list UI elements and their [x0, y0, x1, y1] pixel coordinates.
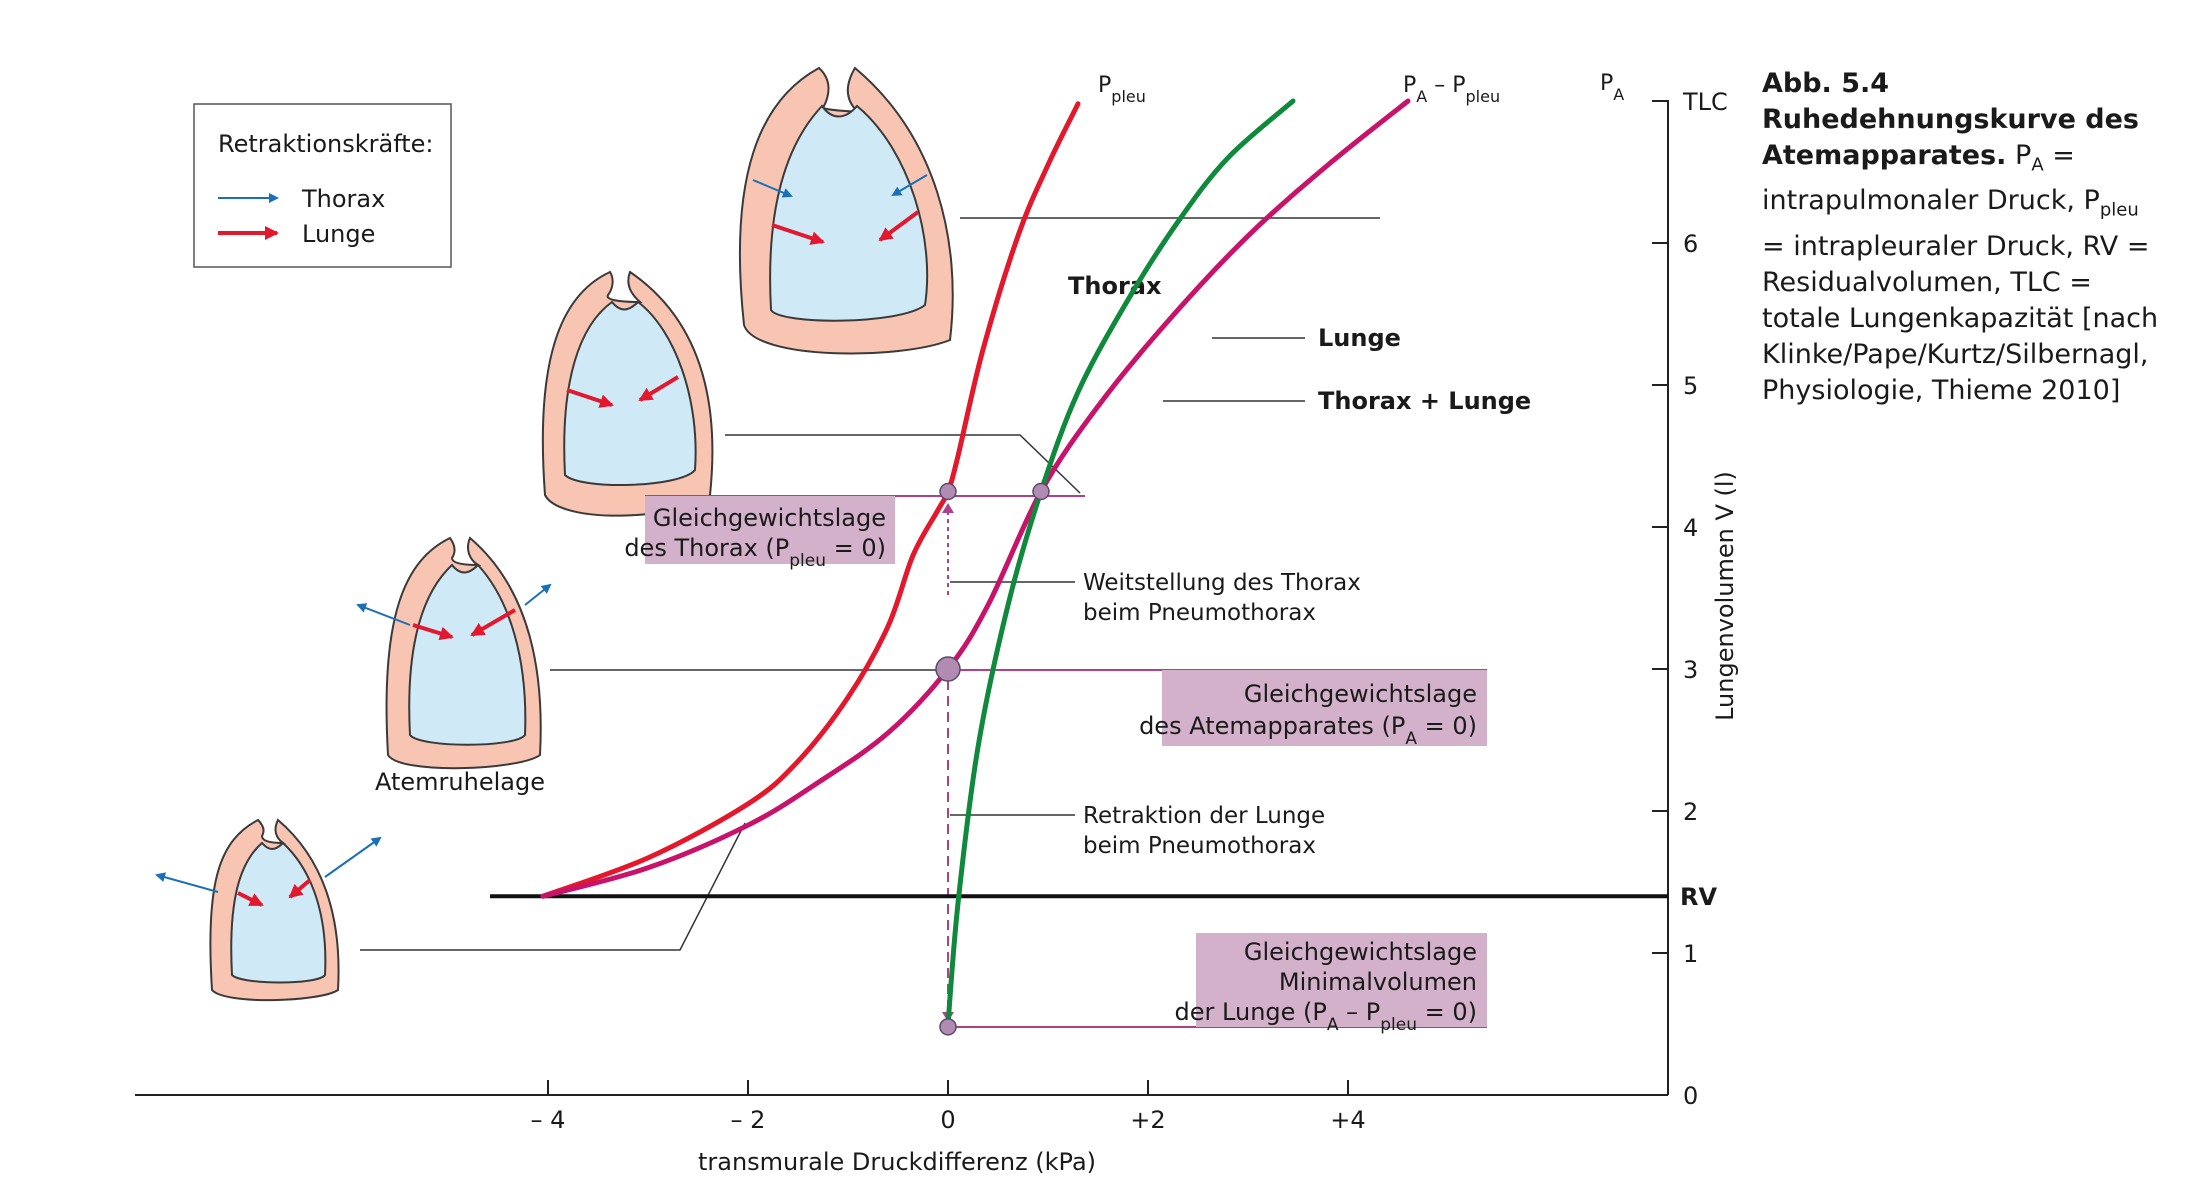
y-tick-label: 4 [1683, 514, 1698, 542]
y-tick-label: 0 [1683, 1082, 1698, 1110]
annotation-line-1: Retraktion der Lunge [1083, 803, 1325, 829]
annotation-thorax-widening: Weitstellung des Thorax beim Pneumothora… [950, 570, 1361, 626]
curve-name-labels: Thorax Lunge Thorax + Lunge [1068, 272, 1531, 415]
x-tick-label: – 4 [531, 1106, 566, 1134]
equilibrium-point [1032, 482, 1050, 501]
series-label-pa-minus-ppleu: PA – Ppleu [1403, 73, 1500, 106]
legend-thorax-label: Thorax [301, 185, 385, 213]
series-pa-minus-ppleu-curve [945, 98, 1296, 1027]
state-label-rest: Atemruhelage [375, 768, 545, 796]
lung-force-arrow-icon [412, 623, 454, 641]
figure-caption: Abb. 5.4 Ruhedehnungskurve des Atemappar… [1762, 66, 2162, 409]
annotation-lung-retraction: Retraktion der Lunge beim Pneumothorax [950, 803, 1325, 859]
lung-shape [408, 563, 527, 746]
x-axis-label: transmurale Druckdifferenz (kPa) [698, 1148, 1096, 1176]
y-tick-label: 3 [1683, 656, 1698, 684]
leader-line-rv [360, 822, 746, 951]
caption-number: Abb. 5.4 [1762, 68, 1890, 99]
equilibrium-point [939, 1018, 957, 1036]
y-axis-label: Lungenvolumen V (l) [1711, 471, 1739, 721]
box-line-1: Gleichgewichtslage [1244, 938, 1477, 966]
lung-illustration-tlc [738, 66, 954, 355]
x-axis: – 4 – 2 0 +2 +4 transmurale Druckdifferenz (… [135, 1080, 1668, 1176]
y-tick-label: 5 [1683, 372, 1698, 400]
annotation-line-2: beim Pneumothorax [1083, 600, 1316, 626]
series-ppleu-curve [540, 101, 1081, 899]
y-tick-label: 2 [1683, 798, 1698, 826]
points-layer [935, 482, 1050, 1036]
caption-text-1-sub: A [2031, 154, 2044, 176]
y-tick-label: 6 [1683, 230, 1698, 258]
x-tick-label: 0 [940, 1106, 955, 1134]
series-labels: Ppleu PA – Ppleu PA [1098, 71, 1624, 106]
x-tick-label: +2 [1130, 1106, 1165, 1134]
box-line-2: Minimalvolumen [1279, 968, 1477, 996]
thorax-force-arrow-icon [891, 174, 928, 197]
x-tick-label: +4 [1330, 1106, 1365, 1134]
lung-illustration-equilibrium-thorax [541, 270, 714, 517]
legend-lung-label: Lunge [302, 220, 375, 248]
lung-force-arrow-icon [288, 878, 312, 899]
x-ticks: – 4 – 2 0 +2 +4 [531, 1080, 1366, 1134]
y-ticks: 0 1 2 3 4 5 6 TLC [1652, 88, 1728, 1110]
rv-layer: RV [490, 883, 1717, 911]
thorax-force-arrow-icon [524, 583, 552, 606]
lung-force-arrow-icon [237, 891, 264, 907]
annotation-line-2: beim Pneumothorax [1083, 833, 1316, 859]
lung-shape [563, 300, 697, 487]
y-tick-label: TLC [1682, 88, 1728, 116]
leader-line-thorax-eq [725, 434, 1081, 494]
box-background [1196, 933, 1487, 1027]
lung-force-arrow-icon [878, 210, 920, 242]
box-line-1: Gleichgewichtslage [653, 504, 886, 532]
thorax-equilibrium-box: Gleichgewichtslage des Thorax (Ppleu = 0… [624, 496, 895, 571]
minimal-volume-box: Gleichgewichtslage Minimalvolumen der Lu… [1175, 933, 1487, 1035]
caption-title: Ruhedehnungskurve des Atemapparates. [1762, 104, 2139, 171]
equilibrium-markers: Gleichgewichtslage des Thorax (Ppleu = 0… [624, 495, 1487, 1035]
caption-text-2-sub: pleu [2099, 199, 2139, 221]
rest-equilibrium-box: Gleichgewichtslage des Atemapparates (PA… [1139, 670, 1487, 749]
caption-text-3: = intrapleuraler Druck, RV = Residualvol… [1762, 230, 2159, 406]
lung-force-arrow-icon [771, 223, 825, 245]
box-line-2: des Thorax (Ppleu = 0) [624, 534, 886, 571]
box-line-3: der Lunge (PA – Ppleu = 0) [1175, 998, 1477, 1035]
box-background [1162, 670, 1487, 746]
legend: Retraktionskräfte: Thorax Lunge [193, 103, 452, 268]
y-axis: 0 1 2 3 4 5 6 TLC Lungenvolumen V (l) [1652, 88, 1739, 1110]
equilibrium-point [935, 656, 961, 682]
lung-illustration-rv [155, 818, 382, 1002]
lung-force-arrow-icon [470, 608, 517, 637]
y-tick-label: 1 [1683, 940, 1698, 968]
curve-name-lunge: Lunge [1318, 324, 1401, 352]
caption-text-1: P [2015, 140, 2032, 171]
x-tick-label: – 2 [731, 1106, 766, 1134]
annotation-line-1: Weitstellung des Thorax [1083, 570, 1361, 596]
box-background [645, 496, 895, 564]
legend-title: Retraktionskräfte: [218, 130, 433, 158]
series-pa-curve [540, 98, 1411, 899]
curve-name-thorax: Thorax [1068, 272, 1162, 300]
caption-text-2: = intrapulmonaler Druck, P [1762, 140, 2100, 217]
series-layer [540, 98, 1411, 1027]
lung-illustration-rest [356, 536, 552, 770]
curve-name-thorax-lunge: Thorax + Lunge [1318, 387, 1531, 415]
lung-force-arrow-icon [638, 375, 680, 402]
lung-force-arrow-icon [566, 388, 614, 408]
box-line-2: des Atemapparates (PA = 0) [1139, 712, 1477, 749]
legend-frame [193, 103, 452, 268]
leader-lines [360, 217, 1380, 951]
thorax-force-arrow-icon [155, 872, 219, 893]
thorax-force-arrow-icon [356, 603, 411, 626]
series-label-pa: PA [1600, 71, 1624, 104]
series-label-ppleu: Ppleu [1098, 73, 1146, 106]
equilibrium-point [939, 482, 957, 501]
thorax-force-arrow-icon [752, 179, 793, 198]
rv-label: RV [1680, 883, 1717, 911]
box-line-1: Gleichgewichtslage [1244, 680, 1477, 708]
lung-shape [769, 104, 929, 322]
lung-shape [230, 841, 327, 984]
thorax-force-arrow-icon [324, 836, 382, 878]
